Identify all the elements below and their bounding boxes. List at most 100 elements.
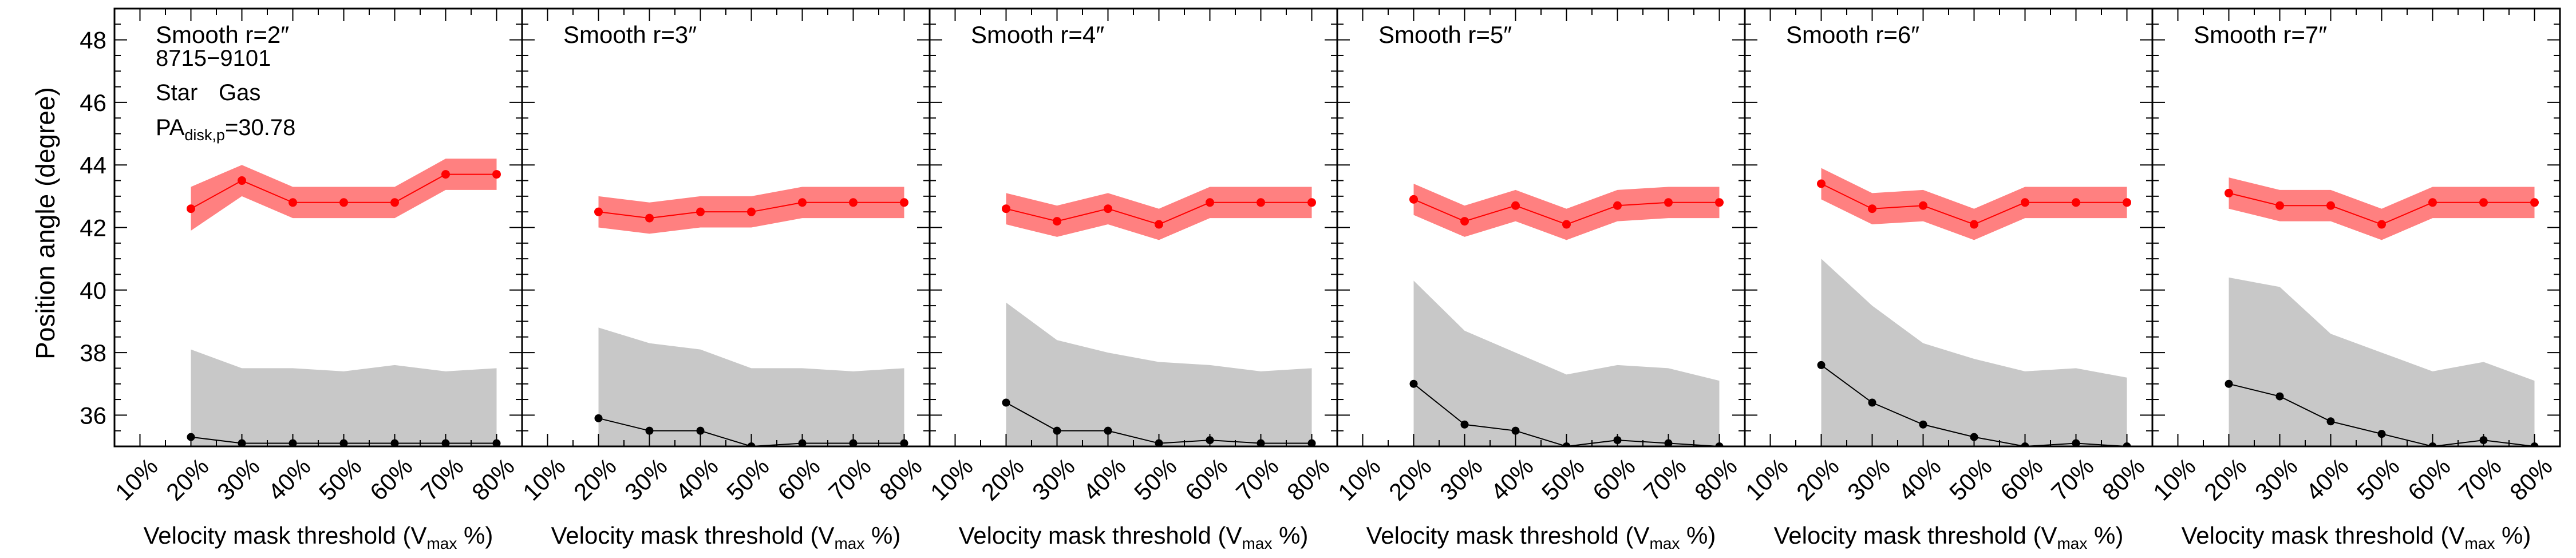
- x-axis-label: Velocity mask threshold (Vmax %): [144, 522, 493, 552]
- x-tick-label: 30%: [1842, 453, 1895, 506]
- panel: 10%20%30%40%50%60%70%80% Smooth r=5″ Veloc…: [1333, 7, 1746, 552]
- gas-pa-point: [1817, 179, 1826, 188]
- star-uncertainty-band: [1006, 302, 1312, 446]
- gas-uncertainty-band: [2229, 177, 2535, 240]
- plot-area: [1409, 184, 1724, 446]
- plot-area: [594, 187, 908, 446]
- x-tick-label: 80%: [1689, 453, 1743, 506]
- x-tick-label: 80%: [874, 453, 927, 506]
- x-tick-label: 40%: [670, 453, 724, 506]
- x-tick-label: 70%: [1638, 453, 1692, 506]
- x-tick-label: 20%: [161, 453, 214, 506]
- gas-pa-point: [2021, 198, 2029, 207]
- x-axis-label-main: Velocity mask threshold (V: [1774, 522, 2057, 549]
- x-tick-label: 20%: [1791, 453, 1844, 506]
- y-tick-label: 48: [80, 27, 106, 54]
- gas-pa-point: [594, 207, 603, 216]
- y-axis-label: Position angle (degree): [30, 87, 60, 359]
- x-tick-label: 60%: [1995, 453, 2048, 506]
- x-tick-label: 30%: [212, 453, 265, 506]
- x-axis-label: Velocity mask threshold (Vmax %): [1366, 522, 1716, 552]
- x-tick-label: 20%: [1384, 453, 1437, 506]
- x-tick-label: 50%: [2352, 453, 2405, 506]
- x-tick-label: 60%: [1180, 453, 1233, 506]
- gas-legend-label: Gas: [219, 80, 260, 105]
- y-tick-label: 42: [80, 215, 106, 242]
- x-tick-label: 80%: [2504, 453, 2558, 506]
- x-axis-label-main: Velocity mask threshold (V: [551, 522, 835, 549]
- plot-area: [187, 159, 501, 446]
- x-axis-label: Velocity mask threshold (Vmax %): [551, 522, 901, 552]
- gas-pa-point: [2225, 188, 2233, 197]
- gas-pa-point: [2428, 198, 2437, 207]
- x-tick-label: 70%: [823, 453, 876, 506]
- x-tick-label: 10%: [1333, 453, 1386, 506]
- gas-pa-point: [390, 198, 399, 207]
- star-uncertainty-band: [2229, 277, 2535, 446]
- galaxy-id-label: 8715−9101: [156, 46, 271, 71]
- x-tick-label: 40%: [1893, 453, 1946, 506]
- gas-pa-point: [1664, 198, 1673, 207]
- x-axis-label-end: %): [864, 522, 900, 549]
- star-pa-point: [1002, 398, 1010, 407]
- gas-pa-point: [339, 198, 348, 207]
- x-tick-label: 60%: [2403, 453, 2456, 506]
- x-tick-label: 80%: [2097, 453, 2150, 506]
- pa-label-main: PA: [156, 115, 185, 140]
- star-uncertainty-band: [1821, 259, 2127, 446]
- x-tick-label: 60%: [365, 453, 418, 506]
- x-tick-label: 10%: [2148, 453, 2201, 506]
- gas-uncertainty-band: [1413, 184, 1720, 240]
- pa-disk-label: PAdisk,p=30.78: [156, 115, 295, 144]
- x-tick-label: 70%: [2453, 453, 2507, 506]
- x-tick-label: 80%: [1282, 453, 1335, 506]
- panel-title: Smooth r=7″: [2194, 21, 2327, 48]
- x-tick-label: 50%: [1944, 453, 1997, 506]
- star-pa-point: [1868, 398, 1876, 407]
- panel-title: Smooth r=5″: [1378, 21, 1512, 48]
- panel: 10%20%30%40%50%60%70%80% Smooth r=3″ Veloc…: [517, 7, 931, 552]
- y-tick-label: 38: [80, 339, 106, 366]
- gas-pa-point: [1868, 204, 1876, 213]
- gas-pa-point: [238, 176, 246, 185]
- x-tick-label: 70%: [1231, 453, 1284, 506]
- x-axis-label-subscript: max: [1649, 535, 1680, 552]
- star-pa-point: [645, 426, 654, 435]
- star-pa-point: [2275, 392, 2284, 401]
- pa-label-value: =30.78: [225, 115, 295, 140]
- x-axis-label-main: Velocity mask threshold (V: [2182, 522, 2465, 549]
- x-axis-label-end: %): [1680, 522, 1716, 549]
- panel-title: Smooth r=6″: [1786, 21, 1919, 48]
- x-tick-label: 30%: [1027, 453, 1080, 506]
- star-pa-point: [1460, 420, 1469, 429]
- x-tick-label: 40%: [2301, 453, 2354, 506]
- x-tick-label: 10%: [925, 453, 978, 506]
- x-tick-label: 40%: [1078, 453, 1131, 506]
- y-tick-label: 40: [80, 277, 106, 304]
- x-axis-label-subscript: max: [2464, 535, 2495, 552]
- panel: 10%20%30%40%50%60%70%80% Smooth r=4″ Veloc…: [925, 7, 1338, 552]
- y-axis-label-group: Position angle (degree): [30, 87, 60, 359]
- panel: 36 38 40 42 44 46 48 10%20%30%40%50%60%70%80% Sm…: [80, 7, 523, 552]
- x-tick-label: 10%: [110, 453, 163, 506]
- x-tick-label: 50%: [314, 453, 367, 506]
- gas-pa-point: [1257, 198, 1265, 207]
- x-tick-label: 20%: [2199, 453, 2252, 506]
- plot-area: [1002, 187, 1316, 446]
- x-tick-label: 60%: [1587, 453, 1641, 506]
- star-pa-point: [2225, 379, 2233, 388]
- panel-title: Smooth r=4″: [971, 21, 1104, 48]
- x-tick-label: 60%: [772, 453, 825, 506]
- x-axis-label-end: %): [2087, 522, 2123, 549]
- y-tick-label: 46: [80, 89, 106, 116]
- gas-pa-point: [849, 198, 858, 207]
- x-axis-label-subscript: max: [2057, 535, 2087, 552]
- x-axis-label-subscript: max: [426, 535, 457, 552]
- star-pa-point: [1511, 426, 1520, 435]
- x-tick-label: 50%: [1129, 453, 1182, 506]
- gas-pa-point: [645, 213, 654, 223]
- gas-pa-point: [2479, 198, 2488, 207]
- x-axis-label-subscript: max: [834, 535, 864, 552]
- gas-pa-point: [2530, 198, 2539, 207]
